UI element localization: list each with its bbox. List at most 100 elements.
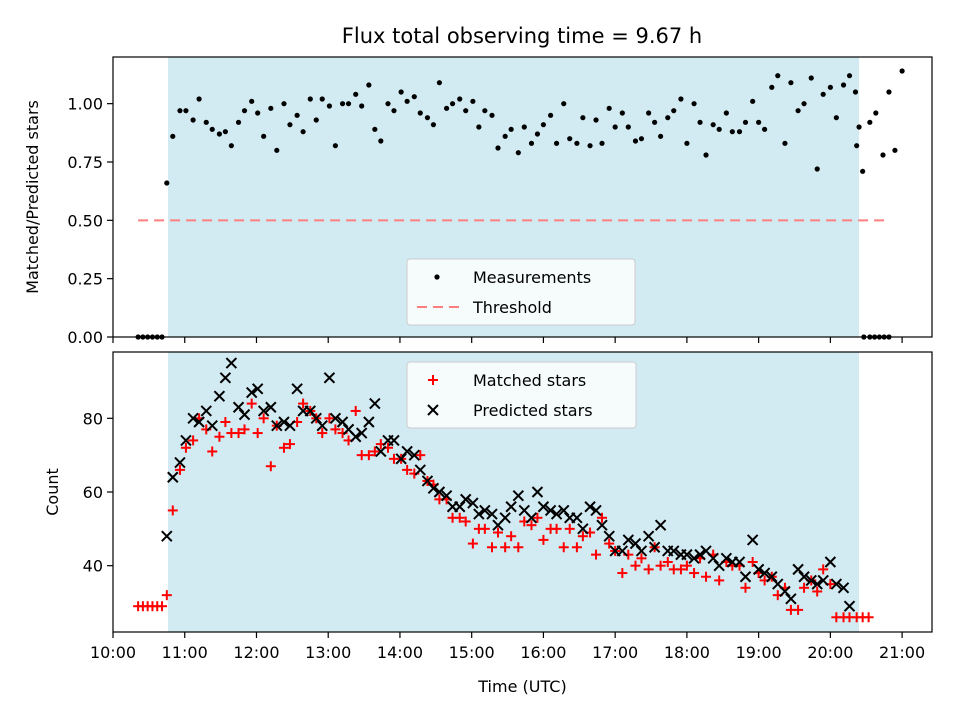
- predicted-star-point: [577, 523, 589, 535]
- measurement-point: [255, 110, 261, 116]
- predicted-star-point: [473, 508, 485, 520]
- predicted-star-point: [622, 534, 635, 546]
- predicted-star-point: [642, 530, 655, 542]
- measurement-point: [697, 119, 703, 125]
- measurement-point: [482, 108, 488, 114]
- matched-star-point: [630, 560, 641, 571]
- matched-star-point: [681, 560, 692, 571]
- measurement-point: [886, 89, 892, 95]
- measurement-point: [646, 110, 652, 116]
- measurement-point: [625, 124, 631, 130]
- matched-star-point: [258, 413, 269, 424]
- chart-title: Flux total observing time = 9.67 h: [342, 24, 702, 48]
- predicted-star-point: [590, 504, 602, 517]
- measurement-point: [775, 73, 781, 79]
- predicted-star-point: [512, 489, 525, 502]
- matched-star-point: [167, 505, 178, 516]
- matched-star-point: [701, 571, 712, 582]
- bottom-xtick-label: 16:00: [520, 643, 566, 662]
- predicted-star-point: [746, 534, 759, 546]
- measurement-point: [684, 140, 690, 146]
- x-axis-ticks-bottom: 10:00 11:00 12:00 13:00 14:00 15:00 16:00 17:00…: [90, 632, 925, 662]
- matched-star-point: [460, 516, 471, 527]
- matched-star-point: [538, 534, 549, 545]
- measurement-point: [417, 110, 423, 116]
- matched-star-point: [799, 582, 810, 593]
- predicted-star-point: [238, 408, 251, 421]
- matched-star-point: [402, 464, 413, 475]
- measurement-point: [228, 143, 234, 149]
- top-ytick-label: 0.50: [67, 211, 103, 230]
- measurement-point: [332, 143, 338, 149]
- measurement-point: [190, 117, 196, 123]
- predicted-star-point: [603, 530, 615, 542]
- predicted-star-point: [668, 545, 680, 557]
- measurement-point: [756, 119, 762, 125]
- bottom-ytick-label: 80: [83, 409, 103, 428]
- x-axis-ticks-top: [112, 337, 903, 343]
- matched-star-point: [506, 531, 517, 542]
- predicted-star-point: [187, 412, 199, 425]
- measurement-point: [463, 108, 469, 114]
- predicted-star-point: [278, 416, 290, 428]
- measurement-point: [703, 152, 709, 158]
- measurement-point: [287, 122, 293, 128]
- predicted-star-point: [401, 445, 413, 458]
- bottom-ytick-label: 60: [83, 483, 103, 502]
- predicted-star-point: [257, 405, 270, 417]
- measurement-point: [820, 91, 826, 97]
- measurement-point: [378, 138, 384, 144]
- matched-star-point: [714, 575, 725, 586]
- bottom-xtick-label: 18:00: [664, 643, 710, 662]
- predicted-star-point: [616, 545, 629, 557]
- predicted-star-point: [843, 600, 856, 612]
- predicted-star-point: [363, 416, 375, 428]
- measurement-point: [782, 140, 788, 146]
- measurement-point: [801, 101, 807, 107]
- measurement-point: [788, 80, 794, 86]
- matched-star-point: [188, 435, 199, 446]
- measurement-point: [652, 119, 658, 125]
- measurement-point: [574, 140, 580, 146]
- matched-star-point: [239, 424, 250, 435]
- predicted-star-point: [388, 434, 400, 447]
- measurement-point: [587, 143, 593, 149]
- legend-cross-glyph: [427, 404, 439, 416]
- matched-star-point: [265, 461, 276, 472]
- measurement-point: [216, 131, 223, 137]
- measurement-point: [404, 98, 410, 104]
- legend-box-top: [406, 258, 636, 326]
- legend-label-threshold: Threshold: [472, 298, 552, 317]
- predicted-star-point: [681, 548, 693, 561]
- measurement-point: [619, 110, 625, 116]
- predicted-star-point: [550, 508, 563, 520]
- measurement-point: [593, 117, 599, 123]
- measurement-point: [528, 140, 535, 146]
- predicted-star-point: [206, 419, 218, 432]
- axes-frame-top: [112, 56, 933, 338]
- measurement-point: [860, 168, 866, 174]
- measurement-point: [508, 126, 514, 132]
- predicted-star-point: [414, 464, 426, 476]
- matched-star-point: [330, 424, 341, 435]
- measurement-point: [170, 133, 176, 139]
- legend-label-predicted: Predicted stars: [473, 401, 593, 420]
- measurement-point: [710, 122, 716, 128]
- bottom-xtick-label: 17:00: [592, 643, 638, 662]
- predicted-star-point: [180, 434, 192, 447]
- predicted-star-point: [739, 571, 752, 583]
- measurement-point: [430, 122, 437, 128]
- measurement-point: [261, 133, 267, 139]
- measurement-point: [359, 103, 365, 109]
- measurement-point: [449, 101, 456, 107]
- bottom-xtick-label: 21:00: [879, 643, 925, 662]
- matched-star-point: [369, 446, 380, 457]
- top-ytick-label: 0.75: [67, 153, 103, 172]
- measurement-point: [612, 124, 618, 130]
- matched-star-point: [220, 417, 231, 427]
- measurement-point: [540, 122, 547, 128]
- predicted-star-point: [584, 501, 596, 513]
- measurement-point: [339, 101, 346, 107]
- matched-star-point: [246, 398, 257, 409]
- y-axis-label-bottom: Count: [43, 468, 62, 516]
